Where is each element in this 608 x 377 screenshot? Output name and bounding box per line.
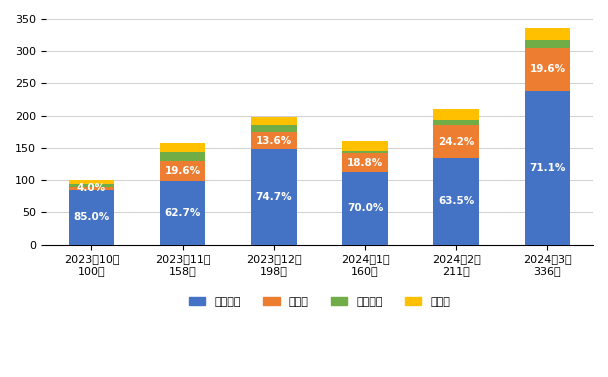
- Text: 62.7%: 62.7%: [164, 208, 201, 218]
- Legend: 障害者等, 事業者, 自治体等, その他: 障害者等, 事業者, 自治体等, その他: [184, 292, 455, 311]
- Bar: [251, 132, 297, 149]
- Bar: [434, 125, 479, 158]
- Bar: [69, 180, 114, 184]
- Bar: [434, 109, 479, 120]
- Bar: [525, 40, 570, 48]
- Bar: [69, 184, 114, 187]
- Bar: [251, 125, 297, 132]
- Bar: [342, 141, 388, 151]
- Text: 19.6%: 19.6%: [530, 64, 565, 74]
- Bar: [160, 181, 206, 245]
- Text: 4.0%: 4.0%: [77, 184, 106, 193]
- Bar: [342, 151, 388, 153]
- Bar: [434, 120, 479, 125]
- Bar: [160, 161, 206, 181]
- Text: 24.2%: 24.2%: [438, 137, 474, 147]
- Text: 19.6%: 19.6%: [165, 166, 201, 176]
- Bar: [69, 187, 114, 190]
- Bar: [160, 152, 206, 161]
- Bar: [434, 158, 479, 245]
- Text: 13.6%: 13.6%: [256, 136, 292, 146]
- Bar: [342, 153, 388, 172]
- Bar: [525, 48, 570, 90]
- Bar: [251, 117, 297, 125]
- Text: 18.8%: 18.8%: [347, 158, 383, 168]
- Text: 85.0%: 85.0%: [74, 212, 109, 222]
- Bar: [342, 172, 388, 245]
- Text: 71.1%: 71.1%: [529, 162, 565, 173]
- Text: 74.7%: 74.7%: [255, 192, 292, 202]
- Bar: [160, 143, 206, 152]
- Text: 63.5%: 63.5%: [438, 196, 474, 206]
- Bar: [525, 90, 570, 245]
- Bar: [525, 28, 570, 40]
- Bar: [69, 190, 114, 245]
- Bar: [251, 149, 297, 245]
- Text: 70.0%: 70.0%: [347, 204, 383, 213]
